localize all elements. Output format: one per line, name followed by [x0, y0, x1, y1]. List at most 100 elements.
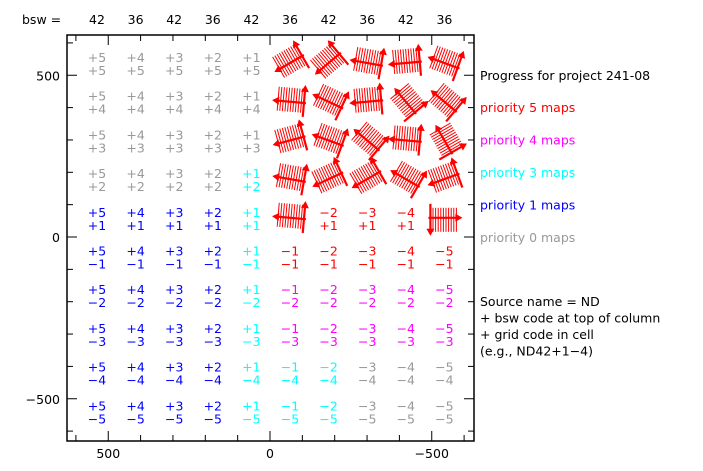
- note-line: + grid code in cell: [480, 327, 594, 342]
- axis-ticks: 500 500 0 0 −500 −500 42 36 42 36 42 36 42 36 42 36: [26, 12, 474, 461]
- map-axis: [417, 125, 423, 156]
- map-hatch: [289, 125, 297, 150]
- map-axis: [403, 101, 428, 123]
- cell-column-code: +4: [126, 398, 144, 413]
- map-glyph: [272, 119, 309, 154]
- arrow-icon: [455, 213, 463, 222]
- arrow-icon: [272, 139, 281, 148]
- map-hatch: [353, 123, 370, 143]
- cell-column-code: +4: [126, 360, 144, 375]
- bsw-code: 36: [282, 12, 298, 27]
- cell-column-code: +5: [88, 244, 106, 259]
- legend-title: Progress for project 241-08: [480, 68, 650, 83]
- cell-column-code: +1: [242, 50, 260, 65]
- cell-column-code: +4: [126, 127, 144, 142]
- cell-column-code: −3: [358, 398, 376, 413]
- arrow-icon: [390, 170, 399, 178]
- cell-column-code: −2: [319, 360, 337, 375]
- map-hatch: [376, 51, 382, 75]
- cell-column-code: +5: [88, 127, 106, 142]
- map-hatch: [397, 125, 401, 150]
- cell-row-code: −2: [397, 295, 415, 310]
- arrow-icon: [300, 84, 309, 93]
- map-glyph: [349, 82, 385, 115]
- cell-column-code: +4: [126, 50, 144, 65]
- cell-row-code: −2: [88, 295, 106, 310]
- map-hatch: [323, 126, 333, 150]
- map-axis: [445, 97, 467, 123]
- map-hatch: [323, 47, 341, 67]
- map-hatch: [361, 129, 378, 150]
- map-hatch: [405, 126, 409, 151]
- cell-row-code: +1: [88, 218, 106, 233]
- map-hatch: [281, 203, 285, 228]
- arrow-icon: [378, 47, 387, 56]
- map-hatch: [319, 51, 337, 71]
- cell-row-code: −5: [435, 411, 453, 426]
- cell-column-code: +1: [242, 282, 260, 297]
- arrow-icon: [459, 96, 467, 105]
- map-hatch: [283, 164, 289, 189]
- x-tick-label: 0: [266, 446, 274, 461]
- arrow-icon: [376, 82, 385, 90]
- map-hatch: [435, 133, 458, 147]
- map-hatch: [430, 84, 447, 104]
- cell-column-code: +1: [242, 89, 260, 104]
- map-hatch: [298, 167, 305, 192]
- map-hatch: [373, 50, 379, 75]
- map-hatch: [320, 125, 330, 149]
- cell-column-code: +5: [88, 282, 106, 297]
- map-hatch: [330, 162, 342, 185]
- cell-column-code: +2: [204, 244, 222, 259]
- map-hatch: [360, 48, 366, 73]
- map-hatch: [363, 87, 367, 112]
- arrow-icon: [458, 143, 467, 151]
- map-glyph: [312, 83, 350, 121]
- note-line: + bsw code at top of column: [480, 311, 660, 326]
- map-hatch: [296, 123, 305, 148]
- map-hatch: [451, 53, 461, 77]
- cell-row-code: +4: [242, 102, 260, 117]
- map-hatch: [281, 127, 290, 152]
- map-hatch: [369, 87, 373, 112]
- map-axis: [301, 86, 307, 117]
- cell-row-code: −1: [358, 257, 376, 272]
- cell-column-code: +4: [126, 89, 144, 104]
- cell-column-code: −1: [281, 321, 299, 336]
- map-hatch: [276, 54, 290, 76]
- map-hatch: [292, 44, 306, 67]
- arrow-icon: [351, 181, 360, 189]
- cell-row-code: −2: [319, 295, 337, 310]
- cell-row-code: −3: [435, 334, 453, 349]
- map-hatch: [395, 89, 415, 106]
- cell-row-code: −5: [204, 411, 222, 426]
- cell-column-code: +5: [88, 205, 106, 220]
- map-axis: [435, 125, 454, 155]
- map-hatch: [362, 164, 376, 187]
- cell-row-code: −2: [435, 295, 453, 310]
- map-hatch: [279, 128, 287, 152]
- cell-row-code: −5: [319, 411, 337, 426]
- cell-column-code: +3: [165, 321, 183, 336]
- map-hatch: [439, 49, 449, 73]
- map-hatch: [358, 47, 364, 72]
- map-hatch: [434, 131, 456, 145]
- cell-row-code: −5: [126, 411, 144, 426]
- arrow-icon: [311, 132, 320, 141]
- map-hatch: [403, 99, 423, 116]
- map-hatch: [400, 126, 404, 151]
- cell-row-code: −1: [165, 257, 183, 272]
- arrow-icon: [450, 157, 458, 166]
- map-hatch: [315, 84, 327, 108]
- map-hatch: [371, 87, 375, 112]
- cell-row-code: −3: [126, 334, 144, 349]
- map-hatch: [320, 166, 332, 190]
- cell-row-code: −1: [319, 257, 337, 272]
- map-hatch: [355, 124, 372, 145]
- map-hatch: [405, 169, 419, 192]
- map-axis: [428, 56, 460, 70]
- map-hatch: [403, 168, 417, 190]
- cell-column-code: +5: [88, 360, 106, 375]
- map-hatch: [397, 49, 401, 74]
- map-hatch: [438, 138, 460, 152]
